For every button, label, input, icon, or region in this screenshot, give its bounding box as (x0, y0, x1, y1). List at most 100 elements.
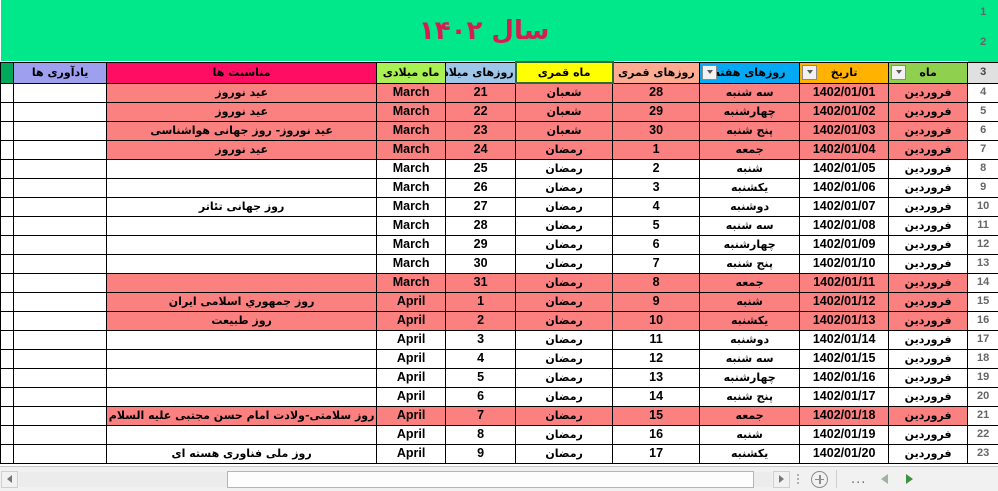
cell-lunar-month[interactable]: شعبان (515, 120, 614, 141)
cell-greg-month[interactable]: March (376, 82, 447, 103)
cell-weekday[interactable]: شنبه (699, 424, 801, 445)
cell-greg-day[interactable]: 29 (445, 234, 517, 255)
row-number[interactable]: 23 (967, 443, 998, 464)
cell-lunar-month[interactable]: شعبان (515, 82, 614, 103)
cell-greg-day[interactable]: 28 (445, 215, 517, 236)
cell-greg-month[interactable]: April (376, 291, 447, 312)
cell-occasion[interactable] (106, 253, 378, 274)
scrollbar-track-left[interactable] (19, 471, 227, 487)
cell-greg-day[interactable]: 4 (445, 348, 517, 369)
cell-weekday[interactable]: یکشنبه (699, 443, 801, 464)
row-number[interactable]: 7 (967, 139, 998, 160)
row-number[interactable]: 6 (967, 120, 998, 141)
cell-reminder[interactable] (13, 139, 108, 160)
cell-reminder[interactable] (13, 386, 108, 407)
header-month[interactable]: ماه (888, 61, 969, 84)
cell-greg-day[interactable]: 30 (445, 253, 517, 274)
cell-greg-month[interactable]: April (376, 367, 447, 388)
cell-lunar-month[interactable]: رمضان (515, 386, 614, 407)
cell-date[interactable]: 1402/01/06 (799, 177, 890, 198)
cell-month[interactable]: فروردین (888, 177, 969, 198)
cell-reminder[interactable] (13, 234, 108, 255)
cell-occasion[interactable]: روز جهانی تئاتر (106, 196, 378, 217)
row-number[interactable]: 22 (967, 424, 998, 445)
cell-date[interactable]: 1402/01/14 (799, 329, 890, 350)
cell-reminder[interactable] (13, 367, 108, 388)
row-number[interactable]: 4 (967, 82, 998, 103)
scrollbar-thumb[interactable] (227, 470, 754, 488)
filter-dropdown-icon[interactable] (802, 64, 818, 80)
cell-lunar-day[interactable]: 4 (612, 196, 701, 217)
cell-weekday[interactable]: سه شنبه (699, 348, 801, 369)
cell-date[interactable]: 1402/01/19 (799, 424, 890, 445)
row-number[interactable]: 10 (967, 196, 998, 217)
table-row[interactable]: 22 فروردین 1402/01/19 شنبه 16 رمضان 8 April (0, 424, 998, 445)
cell-lunar-month[interactable]: رمضان (515, 196, 614, 217)
filter-dropdown-icon[interactable] (891, 64, 907, 80)
cell-month[interactable]: فروردین (888, 424, 969, 445)
cell-reminder[interactable] (13, 443, 108, 464)
next-arrow-icon[interactable] (906, 474, 914, 484)
cell-lunar-day[interactable]: 5 (612, 215, 701, 236)
cell-greg-day[interactable]: 26 (445, 177, 517, 198)
cell-occasion[interactable]: عید نوروز (106, 82, 378, 103)
cell-date[interactable]: 1402/01/18 (799, 405, 890, 426)
cell-month[interactable]: فروردین (888, 405, 969, 426)
cell-occasion[interactable] (106, 158, 378, 179)
cell-weekday[interactable]: چهارشنبه (699, 101, 801, 122)
row-number[interactable]: 9 (967, 177, 998, 198)
header-weekday[interactable]: روزهای هفته (699, 61, 801, 84)
cell-occasion[interactable] (106, 348, 378, 369)
cell-occasion[interactable]: عید نوروز- روز جهانی هواشناسی (106, 120, 378, 141)
cell-date[interactable]: 1402/01/04 (799, 139, 890, 160)
table-row[interactable]: 6 فروردین 1402/01/03 پنج شنبه 30 شعبان 23 March… (0, 120, 998, 141)
cell-date[interactable]: 1402/01/03 (799, 120, 890, 141)
cell-lunar-day[interactable]: 30 (612, 120, 701, 141)
table-row[interactable]: 5 فروردین 1402/01/02 چهارشنبه 29 شعبان 22 March… (0, 101, 998, 122)
table-row[interactable]: 13 فروردین 1402/01/10 پنج شنبه 7 رمضان 30 March (0, 253, 998, 274)
cell-greg-day[interactable]: 25 (445, 158, 517, 179)
cell-greg-month[interactable]: March (376, 196, 447, 217)
horizontal-scrollbar-bar[interactable]: ... (0, 466, 998, 491)
cell-occasion[interactable] (106, 177, 378, 198)
cell-lunar-month[interactable]: رمضان (515, 424, 614, 445)
cell-reminder[interactable] (13, 215, 108, 236)
cell-occasion[interactable] (106, 386, 378, 407)
cell-date[interactable]: 1402/01/02 (799, 101, 890, 122)
header-lunar-days[interactable]: روزهای قمری (612, 61, 701, 84)
header-reminders[interactable]: یادآوری ها (13, 61, 108, 84)
cell-weekday[interactable]: سه شنبه (699, 82, 801, 103)
cell-greg-day[interactable]: 9 (445, 443, 517, 464)
cell-greg-month[interactable]: April (376, 443, 447, 464)
cell-greg-month[interactable]: March (376, 253, 447, 274)
cell-occasion[interactable]: عید نوروز (106, 139, 378, 160)
cell-lunar-month[interactable]: رمضان (515, 215, 614, 236)
cell-greg-month[interactable]: March (376, 139, 447, 160)
cell-month[interactable]: فروردین (888, 101, 969, 122)
cell-reminder[interactable] (13, 101, 108, 122)
cell-date[interactable]: 1402/01/09 (799, 234, 890, 255)
cell-occasion[interactable] (106, 424, 378, 445)
cell-month[interactable]: فروردین (888, 291, 969, 312)
cell-lunar-month[interactable]: رمضان (515, 253, 614, 274)
cell-weekday[interactable]: پنج شنبه (699, 120, 801, 141)
cell-month[interactable]: فروردین (888, 386, 969, 407)
cell-lunar-day[interactable]: 9 (612, 291, 701, 312)
cell-date[interactable]: 1402/01/20 (799, 443, 890, 464)
cell-lunar-month[interactable]: رمضان (515, 139, 614, 160)
cell-occasion[interactable]: روز ملی فناوری هسته ای (106, 443, 378, 464)
cell-month[interactable]: فروردین (888, 367, 969, 388)
cell-date[interactable]: 1402/01/11 (799, 272, 890, 293)
cell-lunar-month[interactable]: رمضان (515, 348, 614, 369)
cell-date[interactable]: 1402/01/01 (799, 82, 890, 103)
cell-lunar-day[interactable]: 14 (612, 386, 701, 407)
cell-reminder[interactable] (13, 177, 108, 198)
more-vertical-icon[interactable] (791, 471, 805, 488)
cell-lunar-day[interactable]: 28 (612, 82, 701, 103)
cell-lunar-day[interactable]: 17 (612, 443, 701, 464)
cell-lunar-month[interactable]: رمضان (515, 158, 614, 179)
cell-date[interactable]: 1402/01/05 (799, 158, 890, 179)
cell-occasion[interactable] (106, 234, 378, 255)
row-number-header[interactable]: 3 (967, 61, 998, 84)
header-greg-month[interactable]: ماه میلادی (376, 61, 447, 84)
